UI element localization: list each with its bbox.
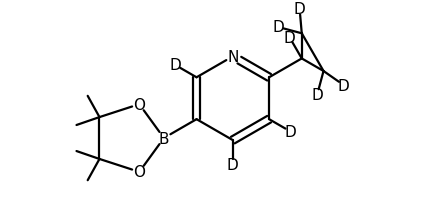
Text: D: D — [311, 88, 323, 103]
Text: O: O — [133, 165, 145, 180]
Text: D: D — [283, 30, 295, 45]
Text: D: D — [338, 78, 350, 93]
Text: D: D — [169, 58, 181, 73]
Text: D: D — [294, 2, 305, 17]
Text: N: N — [227, 50, 239, 64]
Text: B: B — [159, 131, 169, 146]
Text: O: O — [133, 97, 145, 112]
Text: D: D — [227, 157, 239, 173]
Text: D: D — [272, 20, 284, 35]
Text: D: D — [285, 124, 297, 139]
